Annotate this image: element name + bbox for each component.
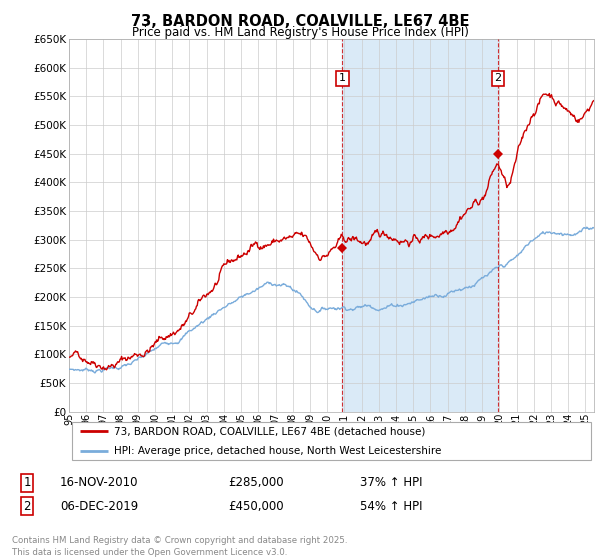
Text: Price paid vs. HM Land Registry's House Price Index (HPI): Price paid vs. HM Land Registry's House …	[131, 26, 469, 39]
Text: 73, BARDON ROAD, COALVILLE, LE67 4BE: 73, BARDON ROAD, COALVILLE, LE67 4BE	[131, 14, 469, 29]
Text: 2: 2	[23, 500, 31, 513]
Text: £285,000: £285,000	[228, 476, 284, 489]
Text: Contains HM Land Registry data © Crown copyright and database right 2025.
This d: Contains HM Land Registry data © Crown c…	[12, 536, 347, 557]
Text: 1: 1	[23, 476, 31, 489]
Text: 73, BARDON ROAD, COALVILLE, LE67 4BE (detached house): 73, BARDON ROAD, COALVILLE, LE67 4BE (de…	[113, 426, 425, 436]
Text: 37% ↑ HPI: 37% ↑ HPI	[360, 476, 422, 489]
Text: 06-DEC-2019: 06-DEC-2019	[60, 500, 138, 513]
Text: 16-NOV-2010: 16-NOV-2010	[60, 476, 139, 489]
Text: 54% ↑ HPI: 54% ↑ HPI	[360, 500, 422, 513]
Text: 1: 1	[339, 73, 346, 83]
Text: £450,000: £450,000	[228, 500, 284, 513]
Bar	[343, 39, 498, 412]
Text: HPI: Average price, detached house, North West Leicestershire: HPI: Average price, detached house, Nort…	[113, 446, 441, 456]
FancyBboxPatch shape	[71, 422, 592, 460]
Text: 2: 2	[494, 73, 502, 83]
